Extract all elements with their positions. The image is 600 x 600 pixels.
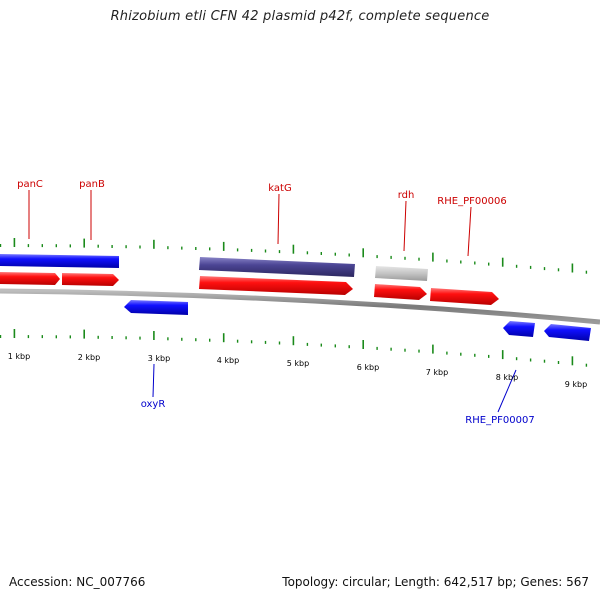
leader-katG (277, 193, 280, 245)
kbp-label-7: 7 kbp (426, 368, 448, 377)
feature-oxyR[interactable] (124, 300, 188, 315)
outer-tick-ring (0, 238, 588, 274)
label-rhe-pf00006: RHE_PF00006 (437, 196, 506, 207)
leader-rdh (403, 200, 407, 252)
kbp-label-8: 8 kbp (496, 373, 518, 382)
kbp-label-2: 2 kbp (78, 353, 100, 362)
kbp-label-9: 9 kbp (565, 380, 587, 389)
label-oxyR: oxyR (141, 399, 166, 410)
label-rhe-pf00007: RHE_PF00007 (465, 415, 534, 426)
feature-katG[interactable] (199, 257, 355, 277)
feature-rhe-pf00007[interactable] (503, 321, 535, 337)
leader-rhe-pf00006 (467, 206, 472, 257)
feature-panC[interactable] (0, 272, 60, 285)
accession-label: Accession: NC_007766 (9, 575, 146, 589)
leader-rhe-pf00007 (497, 369, 517, 413)
label-rdh: rdh (398, 190, 415, 201)
feature-rhe-pf00006[interactable] (430, 288, 499, 305)
feature-pan-reverse[interactable] (0, 254, 119, 268)
kbp-label-3: 3 kbp (148, 354, 170, 363)
feature-reverse-right[interactable] (544, 324, 591, 341)
sequence-summary: Topology: circular; Length: 642,517 bp; … (282, 575, 589, 589)
label-katG: katG (268, 183, 291, 194)
label-panC: panC (17, 179, 43, 190)
leader-oxyR (152, 363, 155, 398)
inner-tick-ring (0, 329, 588, 367)
backbone-circle (0, 288, 600, 325)
feature-rdh-forward[interactable] (374, 284, 427, 300)
feature-panB[interactable] (62, 273, 119, 286)
label-panB: panB (79, 179, 105, 190)
map-title: Rhizobium etli CFN 42 plasmid p42f, comp… (110, 9, 490, 24)
kbp-label-4: 4 kbp (217, 356, 239, 365)
kbp-label-5: 5 kbp (287, 359, 309, 368)
kbp-label-1: 1 kbp (8, 352, 30, 361)
feature-katG-forward[interactable] (199, 276, 353, 295)
feature-rdh[interactable] (375, 266, 428, 281)
kbp-label-6: 6 kbp (357, 363, 379, 372)
